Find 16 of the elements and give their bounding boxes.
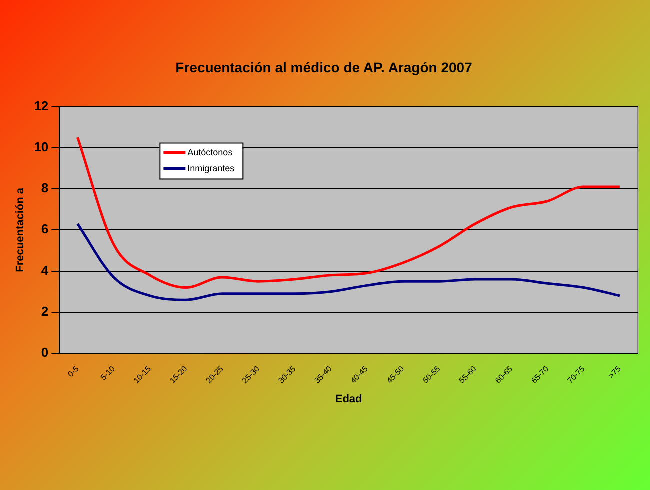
legend-label: Inmigrantes <box>188 163 236 174</box>
y-tick-label: 0 <box>41 345 49 360</box>
line-series <box>76 222 622 302</box>
x-tick-label: >75 <box>606 364 624 381</box>
legend-label: Autóctonos <box>188 147 234 158</box>
x-tick-label: 0-5 <box>66 364 82 380</box>
y-tick-label: 6 <box>41 222 49 237</box>
y-tick-label: 2 <box>41 304 49 319</box>
line-series <box>76 136 622 289</box>
y-tick-label: 10 <box>34 140 49 154</box>
y-axis-title: Frecuentación a <box>14 187 27 272</box>
y-tick-label: 4 <box>41 262 50 278</box>
chart-title: Frecuentación al médico de AP. Aragón 2007 <box>176 59 473 76</box>
y-tick-label: 12 <box>34 98 49 114</box>
x-axis-title: Edad <box>335 393 362 406</box>
y-tick-label: 8 <box>41 180 49 196</box>
